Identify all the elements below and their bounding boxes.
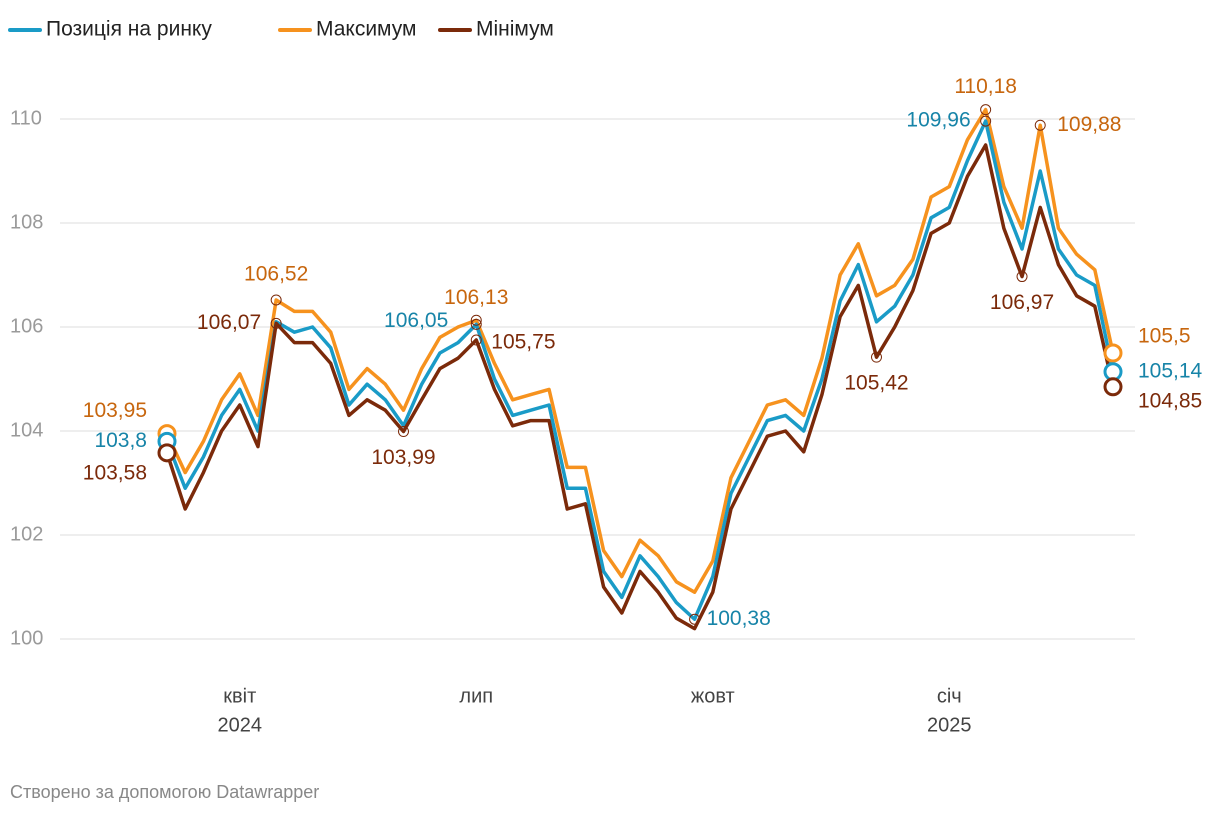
- x-tick-label: січ: [937, 685, 962, 707]
- point-marker: [980, 115, 992, 127]
- point-marker: [398, 426, 409, 438]
- point-marker: [871, 351, 882, 363]
- value-label: 105,42: [844, 372, 908, 395]
- value-label: 103,95: [83, 399, 147, 422]
- y-tick-label: 104: [10, 419, 43, 441]
- value-label: 105,14: [1138, 359, 1203, 382]
- legend-label: Максимум: [316, 18, 416, 41]
- legend-label: Позиція на ринку: [46, 18, 212, 41]
- legend-label: Мінімум: [476, 18, 554, 41]
- value-label: 100,38: [707, 607, 771, 630]
- value-label: 104,85: [1138, 389, 1202, 412]
- y-tick-label: 100: [10, 627, 43, 649]
- series-line: [165, 143, 1115, 631]
- value-label: 105,5: [1138, 325, 1191, 348]
- x-tick-label: лип: [459, 685, 493, 707]
- point-marker: [980, 104, 992, 116]
- value-label: 106,52: [244, 263, 308, 286]
- point-marker: [470, 318, 482, 330]
- end-marker: [1103, 377, 1123, 397]
- value-label: 109,88: [1057, 113, 1121, 136]
- x-tick-year: 2025: [927, 714, 972, 736]
- value-label: 103,58: [83, 461, 147, 484]
- value-label: 106,05: [384, 309, 448, 332]
- x-tick-label: жовт: [691, 685, 735, 707]
- x-tick-year: 2024: [218, 714, 263, 736]
- point-marker: [1034, 119, 1046, 131]
- point-marker: [689, 613, 701, 625]
- y-tick-label: 102: [10, 523, 43, 545]
- value-label: 103,99: [371, 446, 435, 469]
- y-tick-label: 110: [10, 107, 42, 129]
- series-line: [165, 119, 1115, 621]
- y-tick-label: 106: [10, 315, 43, 337]
- end-marker: [1103, 343, 1123, 363]
- point-marker: [470, 334, 482, 346]
- point-marker: [470, 314, 482, 326]
- value-label: 109,96: [906, 109, 970, 132]
- value-label: 106,97: [990, 291, 1054, 314]
- x-tick-label: квіт: [223, 685, 256, 707]
- point-marker: [270, 317, 282, 329]
- value-label: 106,13: [444, 286, 508, 309]
- value-label: 106,07: [197, 311, 261, 334]
- point-marker: [270, 294, 282, 306]
- legend: Позиція на ринку Максимум Мінімум: [8, 18, 554, 41]
- value-label: 110,18: [954, 75, 1017, 98]
- series-line: [165, 107, 1115, 594]
- footer: Створено за допомогою Datawrapper: [10, 782, 319, 802]
- value-label: 105,75: [491, 331, 555, 354]
- point-marker: [1016, 271, 1028, 283]
- end-marker: [157, 443, 177, 463]
- value-label: 103,8: [94, 429, 147, 452]
- y-tick-label: 108: [10, 211, 43, 233]
